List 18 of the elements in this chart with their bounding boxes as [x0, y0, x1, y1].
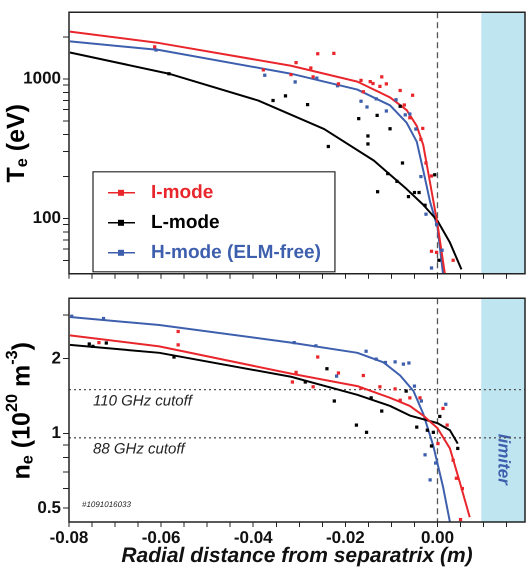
- ref-line-label: 110 GHz cutoff: [93, 392, 194, 410]
- annotation: #1091016033: [82, 500, 132, 510]
- y-tick-label: 2: [52, 348, 61, 368]
- x-tick-label: -0.02: [326, 528, 365, 547]
- y-tick-label: 1000: [23, 68, 61, 88]
- x-tick-label: -0.04: [234, 528, 274, 547]
- legend-label: I-mode: [151, 182, 214, 204]
- y-tick-label: 1: [52, 423, 61, 442]
- y-tick-label: 100: [32, 208, 61, 227]
- legend-label: H-mode (ELM-free): [151, 242, 321, 264]
- legend-label: L-mode: [151, 212, 220, 234]
- x-tick-label: -0.08: [50, 528, 88, 547]
- x-tick-label: 0.00: [420, 528, 454, 547]
- ref-line-label: 88 GHz cutoff: [93, 440, 187, 458]
- x-tick-label: -0.06: [142, 528, 180, 547]
- x-axis-title: Radial distance from separatrix (m): [121, 544, 473, 568]
- band-label: limiter: [494, 434, 514, 486]
- y-tick-label: 0.5: [37, 498, 61, 517]
